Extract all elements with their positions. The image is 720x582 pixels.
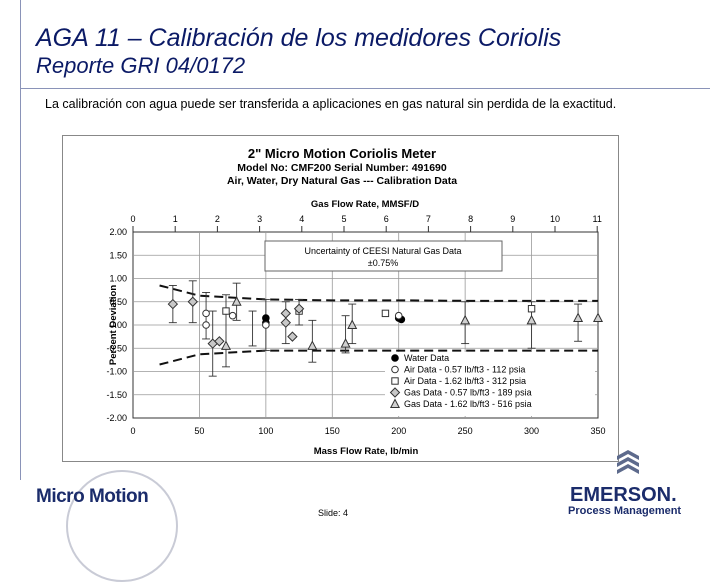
y-axis-label: Percent Deviation [108,285,119,365]
x-tick-label: 100 [258,426,273,436]
legend-entry: Air Data - 0.57 lb/ft3 - 112 psia [404,365,525,375]
left-divider [20,0,21,480]
top-axis-tick-label: 4 [299,214,304,224]
emerson-logo: EMERSON. [570,484,677,506]
x-tick-label: 200 [391,426,406,436]
legend-entry: Air Data - 1.62 lb/ft3 - 312 psia [404,376,526,386]
data-point [394,311,403,320]
y-tick-label: 1.00 [109,274,127,284]
data-point [340,338,351,348]
data-point [202,321,210,329]
top-axis-tick-label: 2 [215,214,220,224]
top-axis-tick-label: 7 [426,214,431,224]
emerson-tagline: Process Management [568,505,682,517]
legend-entry: Gas Data - 0.57 lb/ft3 - 189 psia [404,388,532,398]
top-axis-tick-label: 11 [593,214,602,224]
data-point [460,314,471,325]
legend-marker [389,398,401,408]
data-point [231,296,242,306]
data-point [280,317,291,328]
chart-title-line: Air, Water, Dry Natural Gas --- Calibrat… [227,175,457,187]
annotation-text: ±0.75% [368,258,398,268]
data-point [573,312,584,323]
legend-entry: Water Data [404,353,449,363]
data-point [347,319,358,329]
data-point [527,305,536,313]
legend-box [385,352,595,416]
legend-marker [391,354,399,362]
slide-title: AGA 11 – Calibración de los medidores Co… [36,24,562,52]
top-axis-tick-label: 9 [510,214,515,224]
top-axis-tick-label: 8 [468,214,473,224]
data-point [287,331,298,342]
data-point [167,298,179,310]
data-point [381,309,390,318]
emerson-icon [617,450,639,474]
x-axis-label: Mass Flow Rate, lb/min [314,446,419,457]
top-axis-tick-label: 3 [257,214,262,224]
legend-marker [389,387,401,398]
chart-title-line: 2" Micro Motion Coriolis Meter [248,146,436,161]
legend-entry: Gas Data - 1.62 lb/ft3 - 516 psia [404,399,532,409]
data-point [187,296,198,307]
slide-description: La calibración con agua puede ser transf… [45,97,617,111]
data-point [222,307,230,315]
data-point [526,314,537,325]
y-tick-label: -0.50 [106,343,127,353]
data-point [592,312,604,323]
top-axis-tick-label: 5 [341,214,346,224]
slide-subtitle: Reporte GRI 04/0172 [36,53,246,78]
x-tick-label: 350 [590,426,605,436]
x-tick-label: 150 [325,426,340,436]
top-axis-tick-label: 6 [384,214,389,224]
slide-number: Slide: 4 [318,508,349,518]
legend-marker [391,365,399,374]
x-tick-label: 50 [194,426,204,436]
data-point [214,336,225,347]
top-axis-tick-label: 1 [173,214,178,224]
top-axis-tick-label: 10 [550,214,560,224]
data-point [262,321,270,329]
data-point [293,303,305,314]
header-divider [20,88,710,89]
y-tick-label: 2.00 [109,227,127,237]
annotation-text: Uncertainty of CEESI Natural Gas Data [304,246,461,256]
x-tick-label: 300 [524,426,539,436]
legend-marker [391,377,399,385]
micro-motion-logo: Micro Motion [36,486,149,507]
data-point [228,311,237,320]
y-tick-label: -1.00 [106,367,127,377]
y-tick-label: -2.00 [106,413,127,423]
y-tick-label: -1.50 [106,390,127,400]
chart-title-line: Model No: CMF200 Serial Number: 491690 [237,162,447,174]
y-tick-label: 0.00 [109,320,127,330]
x-tick-label: 0 [130,426,135,436]
data-point [220,340,232,350]
x-tick-label: 250 [458,426,473,436]
y-tick-label: 1.50 [109,250,127,260]
annotation-box [264,240,503,272]
top-axis-label: Gas Flow Rate, MMSF/D [311,199,419,210]
data-point [202,309,210,318]
top-axis-tick-label: 0 [130,214,135,224]
y-tick-label: 0.50 [109,297,127,307]
data-point [307,340,318,350]
